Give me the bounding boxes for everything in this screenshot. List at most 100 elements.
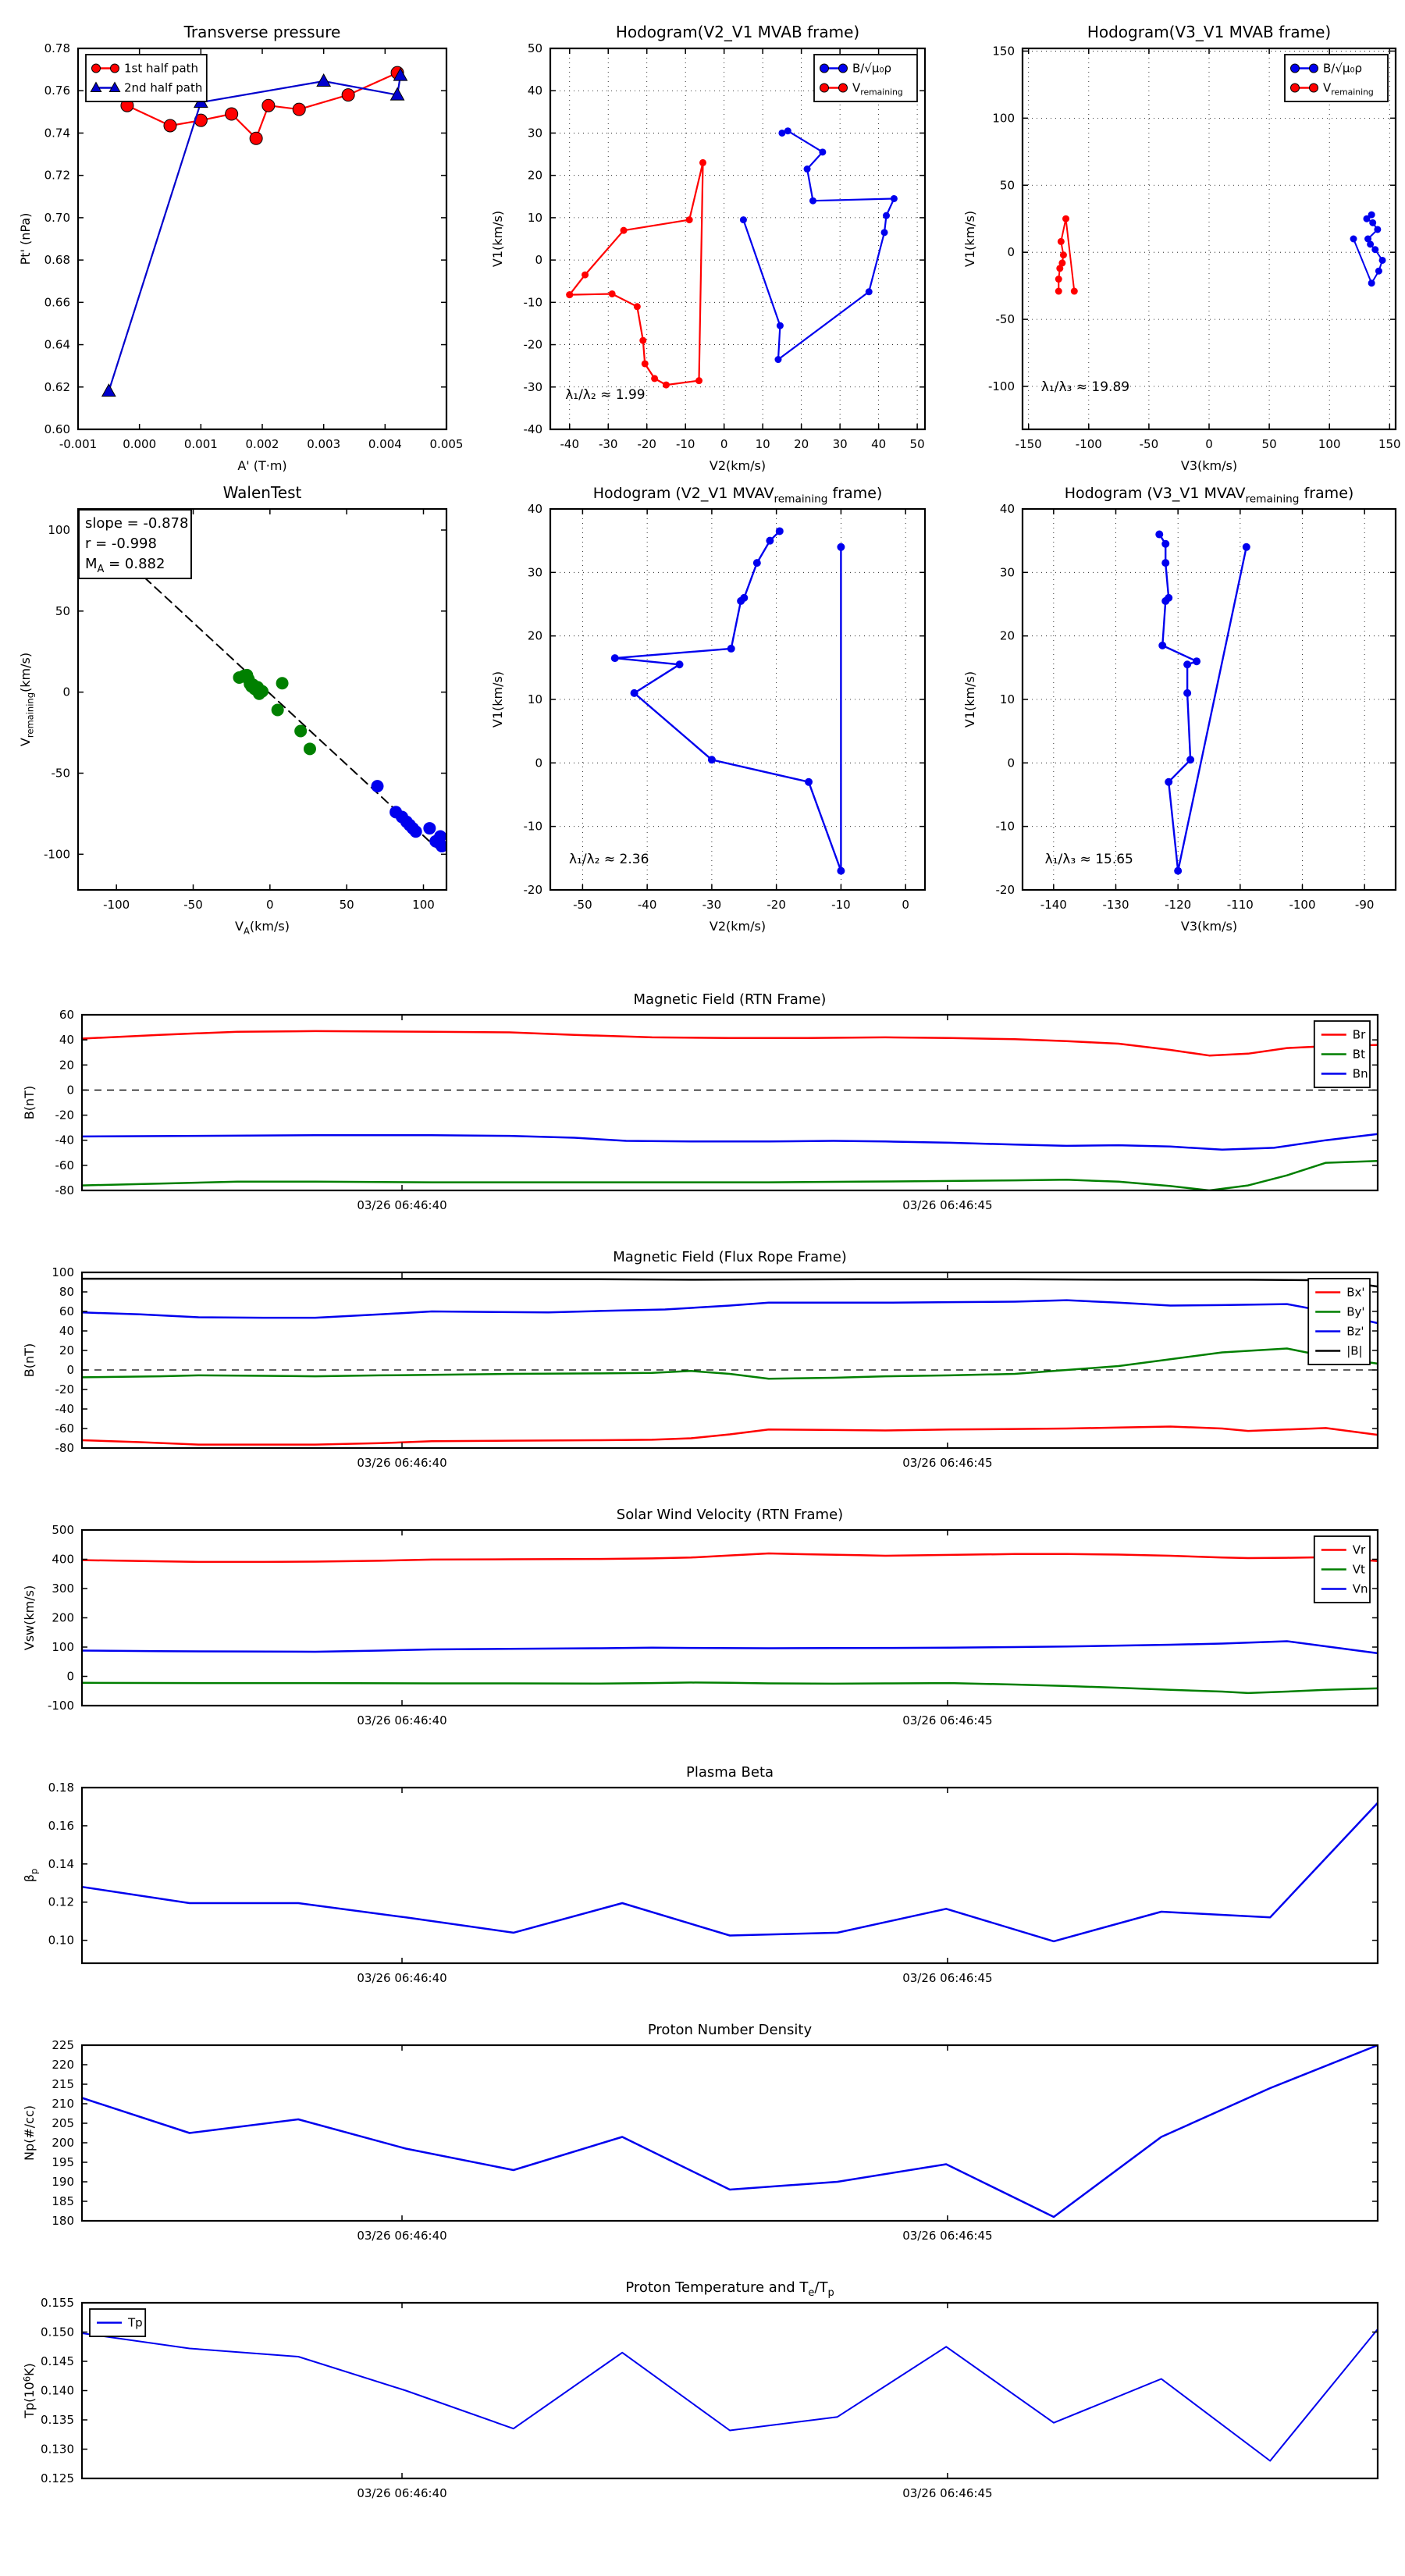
y-tick-label: 30	[528, 126, 542, 140]
circle-marker	[675, 660, 684, 669]
circle-marker	[1367, 240, 1375, 248]
x-tick-label: 03/26 06:46:40	[357, 1456, 446, 1470]
circle-marker	[1158, 641, 1167, 649]
y-tick-label: 10	[528, 692, 542, 706]
x-tick-label: -0.001	[59, 437, 97, 451]
triangle-marker	[393, 67, 408, 81]
circle-marker	[805, 777, 813, 786]
circle-marker	[883, 212, 891, 219]
circle-marker	[739, 216, 747, 224]
axes-frame	[76, 507, 448, 891]
circle-marker	[784, 127, 791, 135]
stats-line: MA = 0.882	[85, 556, 165, 575]
series-group	[566, 127, 898, 389]
circle-marker	[1059, 251, 1067, 259]
y-tick-label: 30	[528, 565, 542, 579]
y-tick-label: 10	[528, 211, 542, 225]
circle-marker	[1364, 235, 1372, 243]
circle-marker	[695, 377, 703, 385]
circle-marker	[1363, 215, 1371, 222]
circle-marker	[630, 688, 638, 697]
y-tick-label: -20	[996, 883, 1016, 897]
y-tick-label: 20	[528, 169, 542, 183]
y-tick-label: -40	[55, 1402, 75, 1416]
circle-marker	[838, 83, 848, 93]
series-line-Bn	[81, 1133, 1378, 1151]
y-tick-label: 200	[52, 2136, 74, 2150]
y-axis-label: V1(km/s)	[962, 211, 977, 267]
series-line-Tp	[81, 2328, 1378, 2462]
series-line-B/sqrt(mu0 rho)	[742, 130, 895, 361]
y-tick-label: -20	[524, 338, 543, 352]
circle-marker	[865, 288, 873, 296]
axes-frame	[549, 47, 927, 431]
circle-marker	[1183, 660, 1192, 669]
circle-marker	[820, 83, 829, 93]
circle-marker	[249, 131, 263, 145]
x-tick-label: 0.003	[307, 437, 340, 451]
legend: Bx' By' Bz' |B|	[1307, 1278, 1371, 1365]
x-tick-label: -40	[560, 437, 579, 451]
y-tick-label: 0.70	[44, 211, 70, 225]
chart-svg-solar-wind-velocity: 03/26 06:46:40 03/26 06:46:45 -100 0 100 200 3…	[22, 1507, 1379, 1727]
chart-solar-wind-velocity: 03/26 06:46:40 03/26 06:46:45 -100 0 100 200 3…	[4, 1487, 1401, 1759]
y-tick-label: 40	[1000, 502, 1015, 516]
series-group	[1155, 530, 1250, 875]
y-tick-label: -10	[524, 820, 543, 834]
x-tick-label: 50	[910, 437, 925, 451]
series-line-Vt	[81, 1681, 1378, 1695]
y-tick-label: -20	[55, 1382, 75, 1397]
y-tick-label: -30	[524, 380, 543, 394]
x-tick-label: 0.002	[246, 437, 279, 451]
y-tick-label: 20	[528, 629, 542, 643]
y-axis-label: Vsw(km/s)	[22, 1585, 37, 1650]
circle-marker	[1309, 83, 1318, 93]
y-tick-label: 100	[52, 1640, 74, 1654]
triangle-marker	[101, 383, 116, 397]
y-tick-label: 200	[52, 1611, 74, 1625]
series-line-Vr	[81, 1552, 1378, 1564]
chart-svg-hodogram-v3v1-mvav: -140 -130 -120 -110 -100 -90-20-10010203040Ho…	[962, 485, 1397, 934]
circle-marker	[256, 685, 269, 698]
circle-marker	[409, 825, 422, 838]
annotation: λ₁/λ₃ ≈ 19.89	[1041, 379, 1129, 395]
circle-marker	[1374, 226, 1382, 233]
annotation: λ₁/λ₃ ≈ 15.65	[1045, 852, 1133, 867]
y-tick-label: 0.155	[41, 2296, 74, 2310]
y-tick-label: 0.76	[44, 84, 70, 98]
y-tick-label: 225	[52, 2038, 74, 2052]
y-tick-label: 0	[535, 756, 542, 770]
circle-marker	[341, 88, 355, 102]
y-tick-label: -60	[55, 1421, 75, 1436]
circle-marker	[1369, 219, 1377, 226]
chart-svg-hodogram-v2v1-mvab: -40 -30 -20 -10 0 10 20 30 40 50 -40 -30 -20 -10 0 10 20…	[490, 23, 927, 473]
x-axis-label: V3(km/s)	[1181, 458, 1237, 473]
y-tick-label: 40	[528, 84, 542, 98]
y-tick-label: 190	[52, 2175, 74, 2189]
y-tick-label: 20	[59, 1343, 74, 1357]
y-axis-label: V1(km/s)	[490, 671, 505, 728]
y-tick-label: 0.18	[48, 1781, 74, 1795]
x-tick-label: -110	[1227, 898, 1254, 912]
chart-hodogram-v3v1-mvab: -150 -100 -50 0 50 100 150 -100 -50 0 50 100 150 Hodo…	[944, 5, 1405, 483]
y-tick-label: 50	[528, 41, 542, 55]
y-axis-label: Vremaining(km/s)	[18, 653, 35, 746]
y-tick-label: 0.135	[41, 2413, 74, 2427]
circle-marker	[1378, 256, 1386, 264]
circle-marker	[1161, 596, 1170, 605]
y-tick-label: 0.68	[44, 253, 70, 267]
annotation: λ₁/λ₂ ≈ 1.99	[565, 387, 645, 403]
x-tick-label: -10	[676, 437, 695, 451]
stats-line: slope = -0.878	[85, 515, 188, 532]
circle-marker	[276, 677, 289, 690]
y-tick-label: -20	[524, 883, 543, 897]
x-tick-label: 0	[720, 437, 728, 451]
circle-marker	[1290, 83, 1300, 93]
y-tick-label: 50	[55, 604, 70, 618]
circle-marker	[610, 654, 619, 663]
chart-title: Hodogram(V2_V1 MVAB frame)	[616, 23, 859, 41]
circle-marker	[685, 216, 693, 224]
y-tick-label: 0.16	[48, 1819, 74, 1833]
y-tick-label: 400	[52, 1553, 74, 1567]
y-tick-label: 0	[66, 1670, 74, 1684]
